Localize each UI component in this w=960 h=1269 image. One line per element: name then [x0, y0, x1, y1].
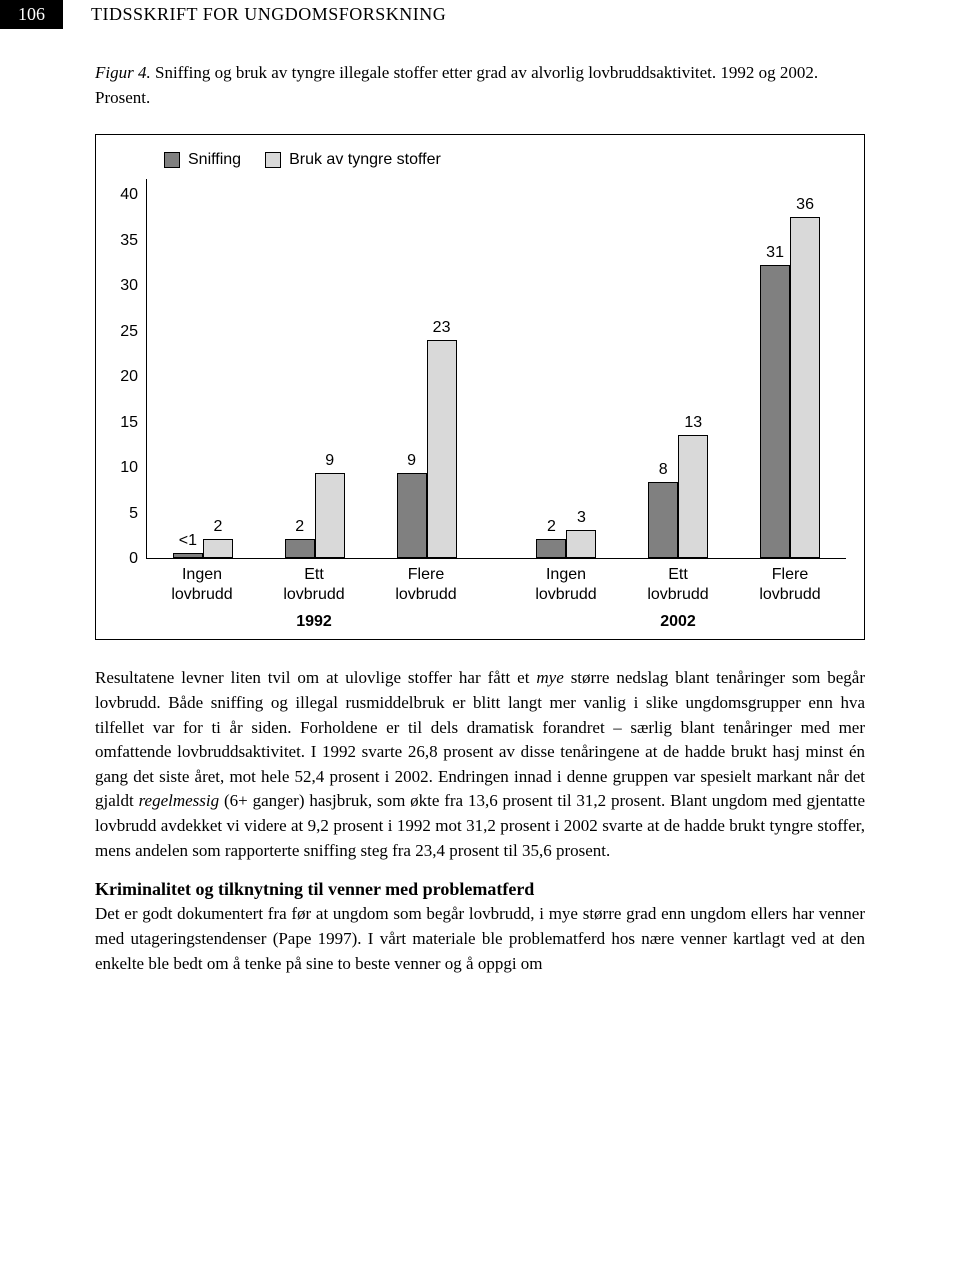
- bar-group: 29: [259, 179, 371, 558]
- bar-group: 813: [622, 179, 734, 558]
- year-block-2002: 238133136: [511, 179, 847, 558]
- y-axis: 0510152025303540: [114, 179, 146, 559]
- bar-label: 2: [547, 518, 556, 536]
- bar-label: 2: [295, 518, 304, 536]
- bar-sniffing: 2: [285, 539, 315, 558]
- x-year-block-2002: IngenlovbruddEttlovbruddFlerelovbrudd: [510, 559, 846, 605]
- y-tick: 15: [120, 415, 138, 431]
- bar-label: <1: [179, 532, 197, 550]
- subheading: Kriminalitet og tilknytning til venner m…: [95, 879, 865, 900]
- y-tick: 5: [129, 506, 138, 522]
- bar-group: 23: [511, 179, 623, 558]
- figure-caption-text: Sniffing og bruk av tyngre illegale stof…: [95, 63, 818, 107]
- chart-container: Sniffing Bruk av tyngre stoffer 0 5 10 15 20…: [95, 134, 865, 640]
- emphasis-mye: mye: [536, 668, 563, 687]
- bar-group: <12: [147, 179, 259, 558]
- year-labels: 1992 2002: [146, 613, 846, 631]
- bar-label: 31: [766, 244, 784, 262]
- legend-swatch-sniffing: [164, 152, 180, 168]
- legend-swatch-tyngre: [265, 152, 281, 168]
- y-tick: 35: [120, 233, 138, 249]
- y-tick: 40: [120, 187, 138, 203]
- legend-item-tyngre: Bruk av tyngre stoffer: [265, 151, 441, 169]
- plot: <1229923238133136: [146, 179, 846, 559]
- journal-title: TIDSSKRIFT FOR UNGDOMSFORSKNING: [63, 0, 446, 29]
- bar-tyngre: 2: [203, 539, 233, 558]
- year-label-1992: 1992: [146, 613, 482, 631]
- bar-label: 9: [325, 452, 334, 470]
- y-tick: 20: [120, 369, 138, 385]
- y-tick: 10: [120, 460, 138, 476]
- bar-label: 36: [796, 196, 814, 214]
- page-number: 106: [0, 0, 63, 29]
- bar-tyngre: 9: [315, 473, 345, 558]
- bar-tyngre: 3: [566, 530, 596, 558]
- figure-label: Figur 4.: [95, 63, 151, 82]
- bar-sniffing: 9: [397, 473, 427, 558]
- body-paragraph-2: Det er godt dokumentert fra før at ungdo…: [95, 902, 865, 976]
- bar-tyngre: 36: [790, 217, 820, 558]
- bar-label: 13: [684, 414, 702, 432]
- x-category-label: Flerelovbrudd: [734, 559, 846, 605]
- bar-tyngre: 13: [678, 435, 708, 558]
- x-category-label: Flerelovbrudd: [370, 559, 482, 605]
- legend-item-sniffing: Sniffing: [164, 151, 241, 169]
- bar-tyngre: 23: [427, 340, 457, 558]
- y-tick: 0: [129, 551, 138, 567]
- x-year-block-1992: IngenlovbruddEttlovbruddFlerelovbrudd: [146, 559, 482, 605]
- chart-plot-area: 0510152025303540 <1229923238133136: [114, 179, 846, 559]
- bar-label: 3: [577, 509, 586, 527]
- bar-sniffing: 31: [760, 265, 790, 559]
- bar-group: 923: [371, 179, 483, 558]
- bar-sniffing: 2: [536, 539, 566, 558]
- bar-label: 8: [659, 461, 668, 479]
- bar-sniffing: 8: [648, 482, 678, 558]
- y-tick: 25: [120, 324, 138, 340]
- x-axis: IngenlovbruddEttlovbruddFlerelovbruddIng…: [146, 559, 846, 605]
- body-paragraph-1: Resultatene levner liten tvil om at ulov…: [95, 666, 865, 863]
- chart-legend: Sniffing Bruk av tyngre stoffer: [164, 151, 846, 169]
- bar-label: 9: [407, 452, 416, 470]
- x-category-label: Ingenlovbrudd: [510, 559, 622, 605]
- bar-group: 3136: [734, 179, 846, 558]
- bar-sniffing: <1: [173, 553, 203, 559]
- year-label-2002: 2002: [510, 613, 846, 631]
- x-category-label: Ingenlovbrudd: [146, 559, 258, 605]
- bar-label: 2: [213, 518, 222, 536]
- x-category-label: Ettlovbrudd: [258, 559, 370, 605]
- figure-caption: Figur 4. Sniffing og bruk av tyngre ille…: [95, 61, 865, 110]
- emphasis-regelmessig: regelmessig: [139, 791, 220, 810]
- legend-label-tyngre: Bruk av tyngre stoffer: [289, 151, 441, 169]
- bar-label: 23: [433, 319, 451, 337]
- y-tick: 30: [120, 278, 138, 294]
- page-header: 106 TIDSSKRIFT FOR UNGDOMSFORSKNING: [0, 0, 960, 29]
- bar-groups: <1229923238133136: [147, 179, 846, 558]
- legend-label-sniffing: Sniffing: [188, 151, 241, 169]
- x-category-label: Ettlovbrudd: [622, 559, 734, 605]
- year-block-1992: <1229923: [147, 179, 483, 558]
